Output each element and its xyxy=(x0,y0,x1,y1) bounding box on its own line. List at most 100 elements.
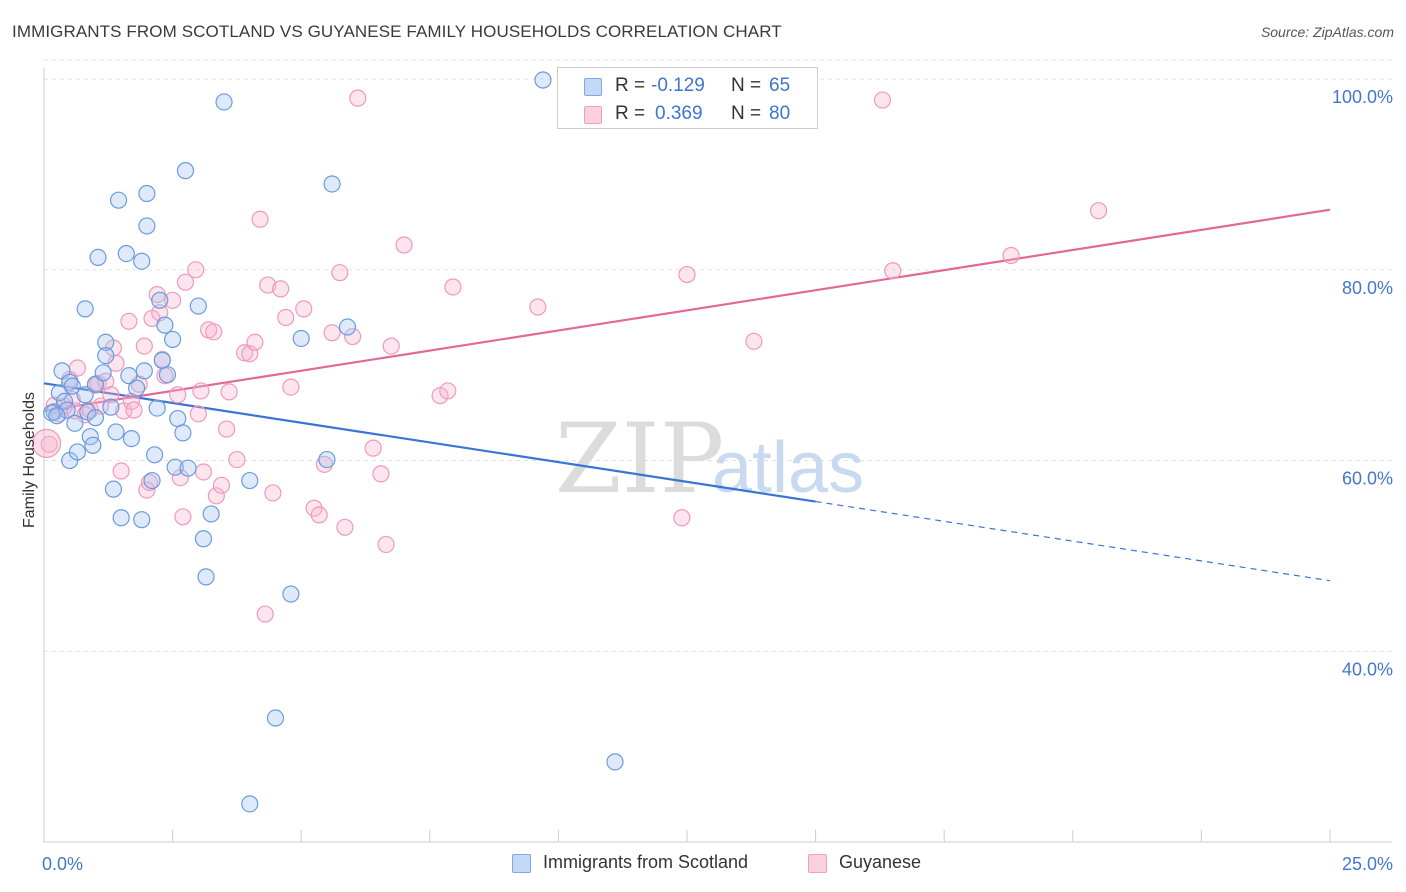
data-point-guyanese xyxy=(228,450,246,469)
correlation-legend: R = -0.129 N = 65 R = 0.369 N = 80 xyxy=(557,67,818,129)
data-point-scotland xyxy=(145,446,164,464)
watermark-zip: ZIP xyxy=(555,403,724,515)
legend-r-value: -0.129 xyxy=(651,75,705,96)
data-point-guyanese xyxy=(236,344,254,362)
data-point-guyanese xyxy=(364,439,382,457)
trend-lines xyxy=(43,208,1331,582)
data-point-scotland xyxy=(292,329,310,348)
data-point-scotland xyxy=(97,333,115,351)
data-point-scotland xyxy=(215,93,233,111)
trend-line-guyanese xyxy=(43,208,1331,413)
y-tick-label: 100.0% xyxy=(1332,87,1393,107)
data-point-scotland xyxy=(266,709,285,727)
data-point-guyanese xyxy=(194,463,213,481)
data-point-scotland xyxy=(189,297,207,315)
data-point-guyanese xyxy=(673,509,691,527)
data-point-guyanese xyxy=(112,462,130,480)
axes xyxy=(43,68,1392,843)
y-axis-label: Family Households xyxy=(21,392,38,528)
data-point-guyanese xyxy=(873,91,892,109)
data-point-guyanese xyxy=(444,278,462,296)
data-point-scotland xyxy=(318,450,336,469)
y-tick-label: 40.0% xyxy=(1342,659,1393,679)
data-point-scotland xyxy=(135,362,153,380)
data-point-guyanese xyxy=(220,383,238,401)
data-point-guyanese xyxy=(246,333,264,351)
data-points xyxy=(31,71,1108,813)
data-point-scotland xyxy=(84,436,102,454)
data-point-scotland xyxy=(68,443,87,461)
legend-n-label: N = xyxy=(731,103,762,124)
data-point-guyanese xyxy=(1002,246,1020,265)
legend-swatch-scotland xyxy=(584,78,602,96)
data-point-guyanese xyxy=(277,308,295,327)
data-point-scotland xyxy=(133,252,151,270)
data-point-scotland xyxy=(534,71,552,89)
data-point-guyanese xyxy=(282,378,300,396)
data-point-guyanese-cluster xyxy=(31,428,62,458)
data-point-scotland xyxy=(133,511,151,529)
data-point-scotland xyxy=(179,459,197,477)
data-point-scotland xyxy=(143,471,161,490)
legend-label-scotland: Immigrants from Scotland xyxy=(543,852,749,872)
data-point-guyanese xyxy=(174,508,192,526)
data-point-guyanese xyxy=(377,535,395,554)
watermark: ZIP atlas xyxy=(555,403,864,515)
legend-n-value: 80 xyxy=(769,103,791,124)
data-point-scotland xyxy=(76,300,94,318)
data-point-guyanese xyxy=(315,455,333,473)
data-point-guyanese xyxy=(310,506,328,524)
legend-row-guyanese: R = 0.369 N = 80 xyxy=(558,101,817,129)
data-point-guyanese xyxy=(125,401,143,419)
data-point-scotland xyxy=(338,318,357,336)
data-point-guyanese xyxy=(176,273,195,291)
data-point-guyanese xyxy=(135,337,153,355)
legend-swatch-scotland xyxy=(512,854,531,873)
watermark-atlas: atlas xyxy=(712,428,864,508)
data-point-scotland xyxy=(282,585,300,603)
data-point-guyanese xyxy=(187,261,205,279)
data-point-scotland xyxy=(120,367,138,385)
data-point-guyanese xyxy=(372,465,390,483)
data-point-guyanese xyxy=(336,518,354,536)
data-point-guyanese xyxy=(259,276,277,294)
data-point-guyanese xyxy=(102,386,120,404)
legend-r-value: 0.369 xyxy=(655,103,703,124)
x-tick-label: 0.0% xyxy=(42,854,83,874)
gridlines xyxy=(44,59,1392,652)
data-point-guyanese xyxy=(395,236,413,254)
data-point-guyanese xyxy=(212,476,231,494)
data-point-scotland xyxy=(104,480,123,498)
data-point-scotland xyxy=(323,175,341,193)
data-point-scotland xyxy=(66,414,84,432)
legend-n-value: 65 xyxy=(769,75,791,96)
data-point-scotland xyxy=(122,430,141,448)
data-point-guyanese xyxy=(344,327,362,346)
data-point-scotland xyxy=(112,509,130,527)
data-point-scotland xyxy=(43,404,61,422)
data-point-guyanese xyxy=(218,420,236,438)
data-point-guyanese xyxy=(256,605,274,623)
data-point-guyanese xyxy=(207,487,225,505)
data-point-guyanese xyxy=(295,300,313,318)
data-point-scotland xyxy=(138,184,156,203)
data-point-scotland xyxy=(153,351,171,370)
data-point-scotland xyxy=(151,291,169,309)
chart-title: IMMIGRANTS FROM SCOTLAND VS GUYANESE FAM… xyxy=(12,22,782,41)
y-tick-label: 60.0% xyxy=(1342,469,1393,489)
data-point-guyanese xyxy=(68,359,87,377)
legend-r-label: R = xyxy=(615,75,646,96)
data-point-scotland xyxy=(76,386,94,404)
data-point-scotland xyxy=(94,364,112,382)
data-point-guyanese xyxy=(164,291,182,309)
data-point-guyanese xyxy=(323,324,341,342)
legend-label-guyanese: Guyanese xyxy=(839,852,922,872)
data-point-guyanese xyxy=(439,382,457,400)
data-point-guyanese xyxy=(251,210,269,228)
data-point-guyanese xyxy=(189,405,207,423)
data-point-scotland xyxy=(169,409,187,428)
data-point-guyanese xyxy=(884,262,902,280)
data-point-guyanese xyxy=(169,386,187,404)
y-tick-label: 80.0% xyxy=(1342,278,1393,298)
data-point-guyanese xyxy=(192,382,210,400)
